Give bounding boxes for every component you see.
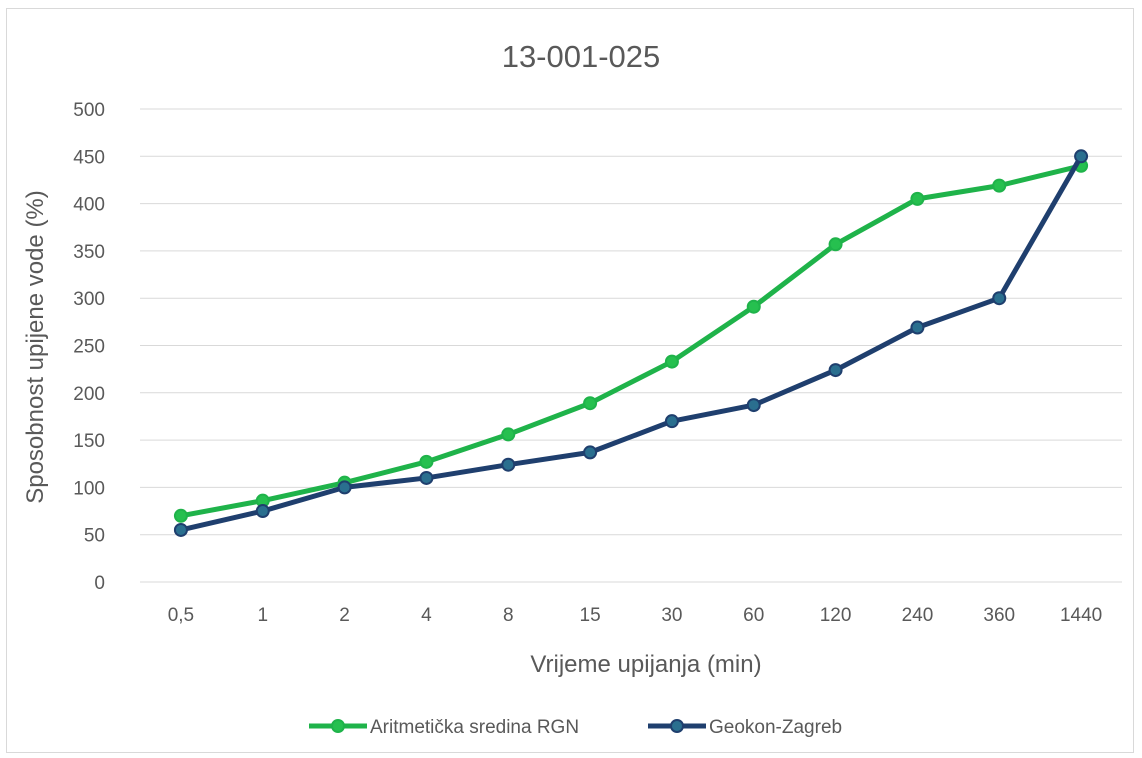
data-point xyxy=(337,480,352,495)
x-tick-label: 30 xyxy=(661,605,682,626)
x-tick-label: 120 xyxy=(820,605,852,626)
x-tick-label: 360 xyxy=(983,605,1015,626)
x-tick-label: 8 xyxy=(503,605,514,626)
data-point xyxy=(910,320,925,335)
y-tick-label: 350 xyxy=(73,242,105,263)
y-tick-label: 500 xyxy=(73,100,105,121)
legend-item: Aritmetička sredina RGN xyxy=(309,717,579,738)
y-tick-label: 150 xyxy=(73,431,105,452)
data-point xyxy=(746,398,761,413)
series-2 xyxy=(173,149,1089,537)
data-point xyxy=(583,396,598,411)
y-axis-title: Sposobnost upijene vode (%) xyxy=(22,190,49,504)
data-point xyxy=(746,299,761,314)
series-layer xyxy=(173,149,1089,537)
y-tick-label: 0 xyxy=(94,573,105,594)
y-tick-label: 250 xyxy=(73,337,105,358)
chart-frame xyxy=(6,8,1134,753)
legend-label: Geokon-Zagreb xyxy=(709,717,842,738)
data-point xyxy=(1074,149,1089,164)
data-point xyxy=(501,427,516,442)
y-tick-label: 200 xyxy=(73,384,105,405)
data-point xyxy=(664,414,679,429)
x-axis-ticks: 0,5 1 2 4 8 15 30 60 120 240 360 1440 xyxy=(168,605,1103,626)
x-tick-label: 1440 xyxy=(1060,605,1102,626)
data-point xyxy=(173,522,188,537)
gridlines xyxy=(140,108,1122,583)
data-point xyxy=(501,457,516,472)
x-tick-label: 2 xyxy=(339,605,350,626)
legend-label: Aritmetička sredina RGN xyxy=(370,717,579,738)
data-point xyxy=(583,445,598,460)
legend-item: Geokon-Zagreb xyxy=(648,717,842,738)
series-line xyxy=(180,155,1084,533)
data-point xyxy=(255,504,270,519)
data-point xyxy=(419,470,434,485)
data-point xyxy=(992,291,1007,306)
legend: Aritmetička sredina RGN Geokon-Zagreb xyxy=(309,717,842,738)
legend-marker xyxy=(331,719,345,733)
data-point xyxy=(664,354,679,369)
y-tick-label: 50 xyxy=(84,526,105,547)
data-point xyxy=(828,363,843,378)
data-point xyxy=(173,508,188,523)
y-tick-label: 300 xyxy=(73,289,105,310)
x-tick-label: 1 xyxy=(257,605,268,626)
x-axis-title: Vrijeme upijanja (min) xyxy=(530,651,761,678)
y-tick-label: 450 xyxy=(73,147,105,168)
legend-marker xyxy=(670,719,684,733)
x-tick-label: 240 xyxy=(902,605,934,626)
series-line xyxy=(180,163,1082,519)
series-1 xyxy=(173,158,1089,523)
data-point xyxy=(992,178,1007,193)
chart-title: 13-001-025 xyxy=(502,39,661,74)
x-tick-label: 4 xyxy=(421,605,432,626)
y-tick-label: 400 xyxy=(73,195,105,216)
data-point xyxy=(828,237,843,252)
x-tick-label: 15 xyxy=(580,605,601,626)
y-axis-ticks: 0 50 100 150 200 250 300 350 400 450 500 xyxy=(73,100,105,594)
x-tick-label: 60 xyxy=(743,605,764,626)
data-point xyxy=(419,454,434,469)
y-tick-label: 100 xyxy=(73,478,105,499)
data-point xyxy=(910,191,925,206)
x-tick-label: 0,5 xyxy=(168,605,194,626)
